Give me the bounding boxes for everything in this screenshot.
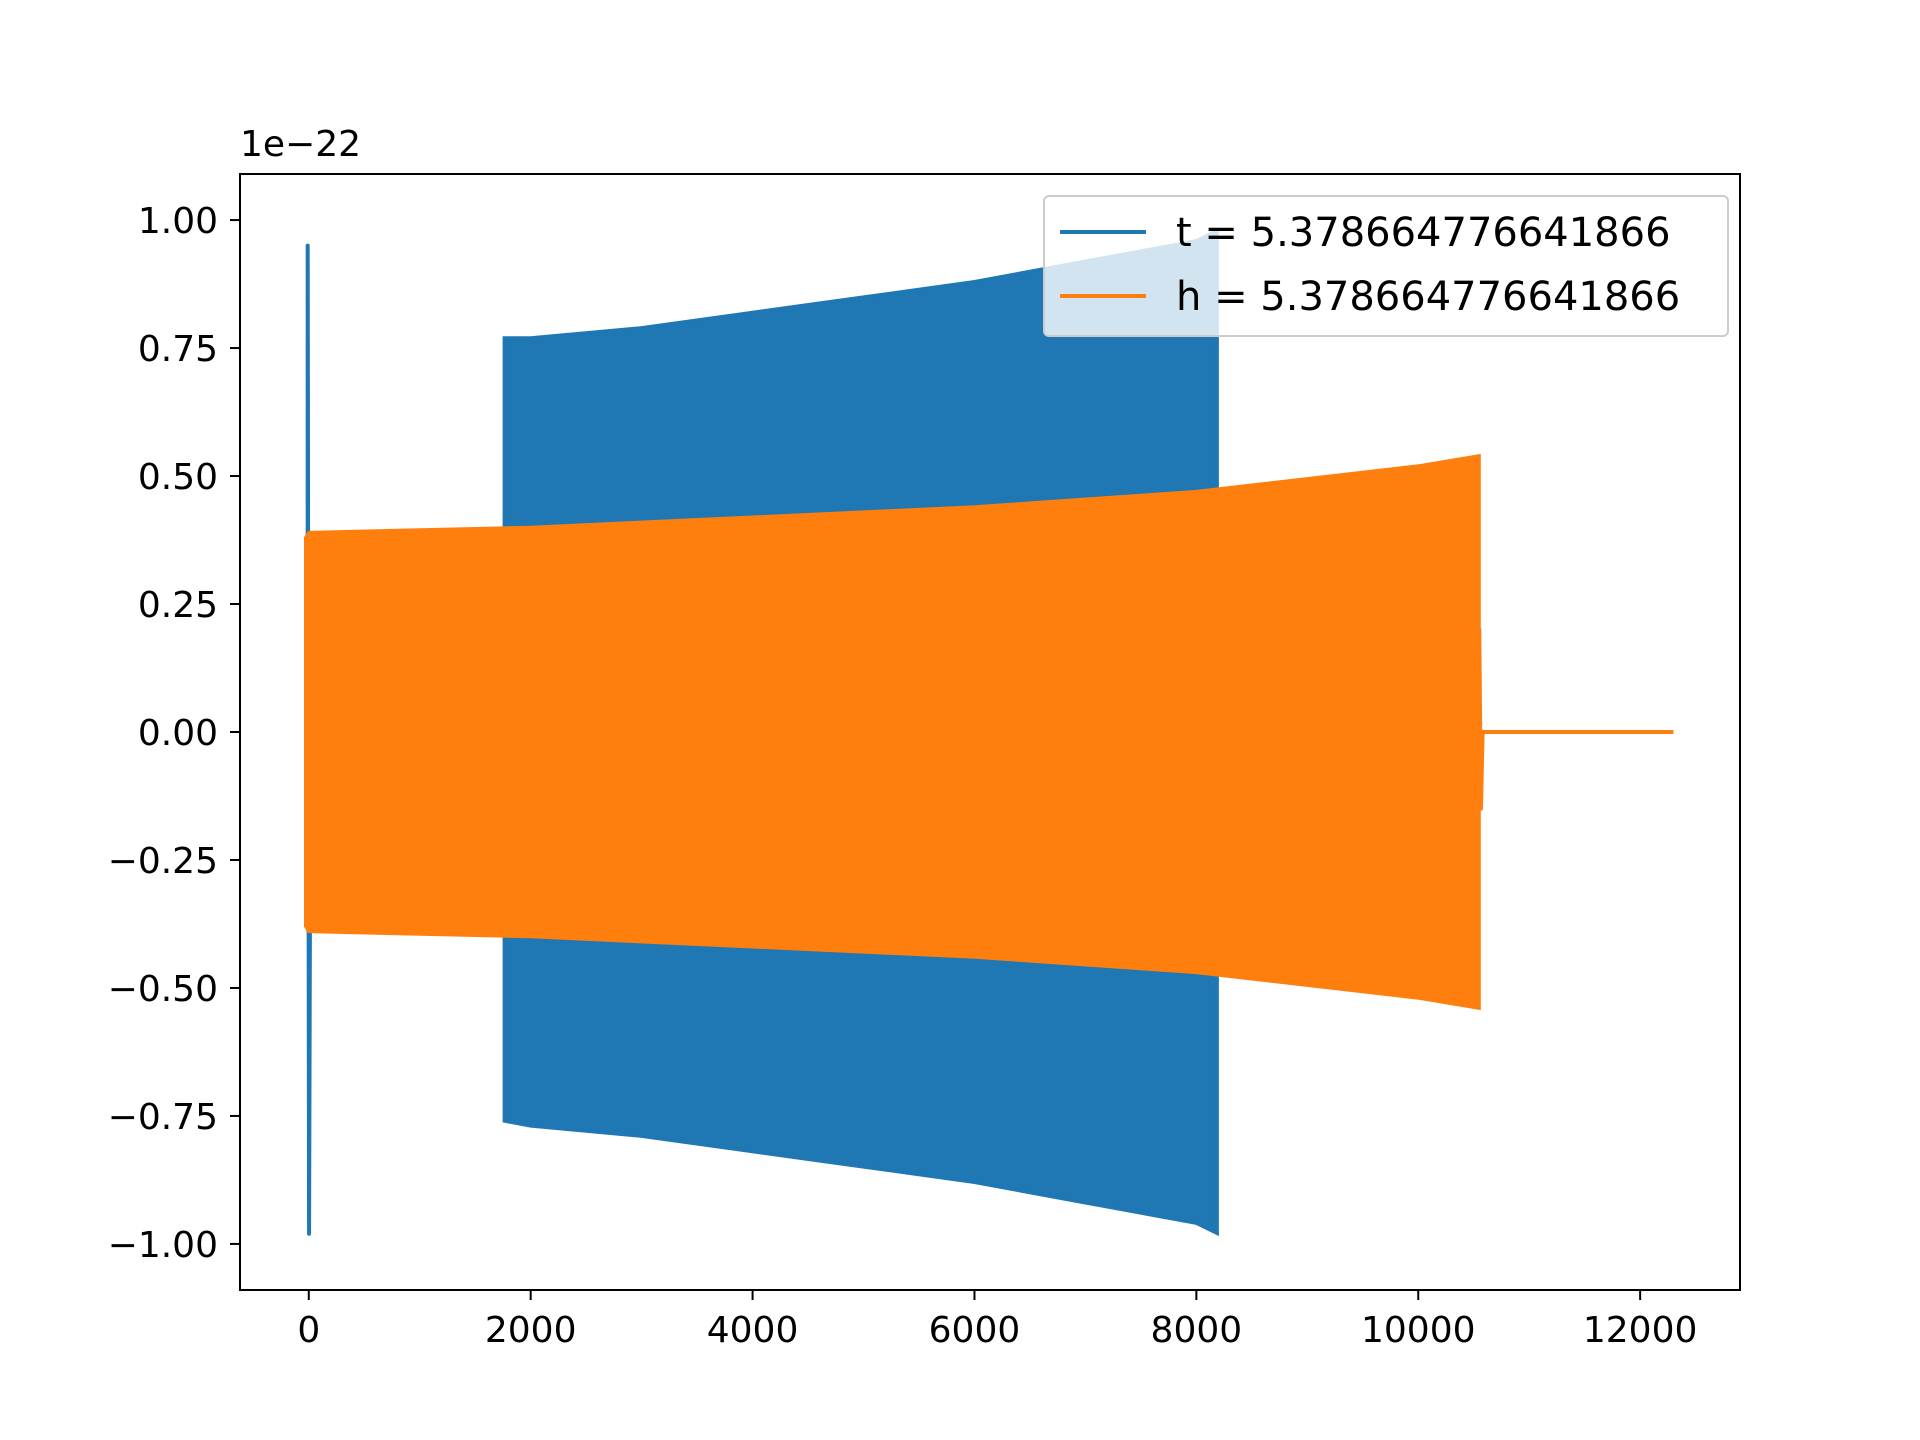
y-tick-label: 0.50 bbox=[138, 457, 218, 498]
legend-entries: t = 5.378664776641866 h = 5.3786647766418… bbox=[1060, 210, 1680, 320]
legend-box bbox=[1043, 195, 1729, 337]
plot-area bbox=[304, 227, 1674, 1237]
x-tick-label: 4000 bbox=[707, 1310, 799, 1351]
y-tick-label: −1.00 bbox=[108, 1225, 218, 1266]
y-tick-label: 1.00 bbox=[138, 201, 218, 242]
x-axis: 0 2000 4000 6000 8000 10000 12000 bbox=[297, 1290, 1697, 1351]
x-tick-label: 2000 bbox=[485, 1310, 577, 1351]
y-offset-label: 1e−22 bbox=[240, 124, 361, 165]
x-tick-label: 0 bbox=[297, 1310, 320, 1351]
y-tick-label: −0.25 bbox=[108, 841, 218, 882]
y-tick-label: −0.75 bbox=[108, 1097, 218, 1138]
series-2-spike bbox=[1477, 627, 1485, 811]
legend-label: t = 5.378664776641866 bbox=[1176, 210, 1671, 256]
series-2-envelope bbox=[304, 453, 1481, 1011]
y-tick-label: 0.00 bbox=[138, 713, 218, 754]
y-axis: 1.00 0.75 0.50 0.25 0.00 −0.25 −0.50 −0.75 −1.00 bbox=[108, 201, 240, 1266]
y-tick-label: 0.75 bbox=[138, 329, 218, 370]
series-2 bbox=[304, 453, 1674, 1011]
x-tick-label: 10000 bbox=[1361, 1310, 1476, 1351]
x-tick-label: 8000 bbox=[1151, 1310, 1243, 1351]
x-tick-label: 6000 bbox=[929, 1310, 1021, 1351]
y-tick-label: −0.50 bbox=[108, 969, 218, 1010]
y-tick-label: 0.25 bbox=[138, 585, 218, 626]
legend-label: h = 5.378664776641866 bbox=[1176, 274, 1680, 320]
legend: t = 5.378664776641866 h = 5.3786647766418… bbox=[1043, 195, 1729, 337]
x-tick-label: 12000 bbox=[1583, 1310, 1698, 1351]
